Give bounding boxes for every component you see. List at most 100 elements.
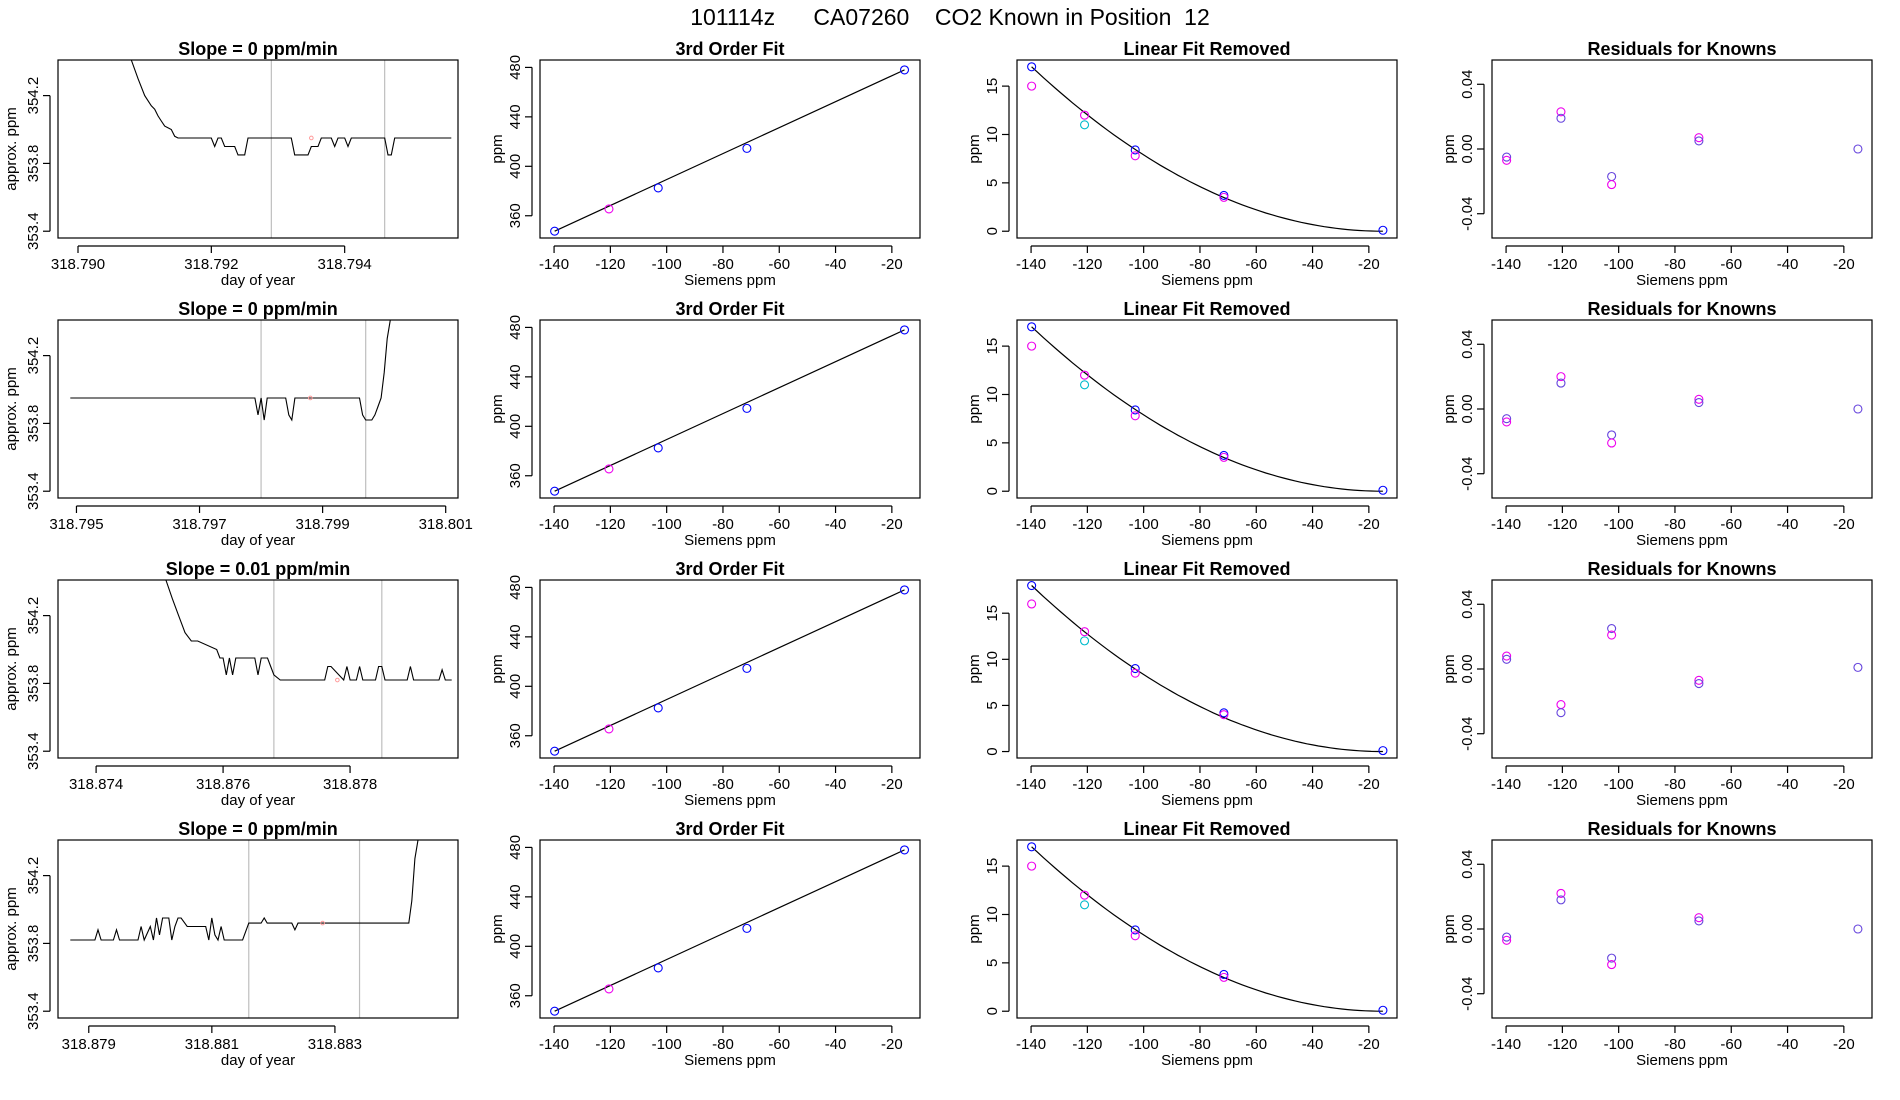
data-point-4	[1080, 120, 1090, 130]
x-tick-label: -100	[1129, 256, 1159, 273]
fit-curve	[1031, 585, 1383, 753]
y-tick-label: 480	[507, 575, 524, 600]
data-point-7	[1219, 450, 1229, 460]
plot-frame	[539, 839, 921, 1019]
y-tick-label: 360	[507, 203, 524, 228]
y-tick-label: 354.2	[25, 597, 42, 635]
y-tick-label: 480	[507, 55, 524, 80]
data-point-7	[1219, 708, 1229, 718]
x-tick-label: 318.790	[51, 256, 105, 273]
mean-marker	[309, 135, 314, 141]
data-point-1	[1027, 580, 1037, 591]
data-point-3	[1080, 890, 1090, 900]
y-axis-label: ppm	[489, 914, 506, 943]
fit-curve	[1031, 326, 1383, 492]
plot-frame	[1491, 839, 1873, 1019]
data-point-6	[1607, 630, 1617, 640]
x-tick-label: -120	[595, 1036, 625, 1053]
y-tick-label: 10	[984, 386, 1001, 403]
x-axis-label: Siemens ppm	[1636, 1052, 1728, 1069]
y-axis-label: ppm	[1441, 394, 1458, 423]
panel-title: 3rd Order Fit	[675, 299, 784, 319]
plot-frame	[1016, 319, 1398, 499]
data-point-3	[1080, 110, 1090, 120]
x-tick-label: -100	[1129, 776, 1159, 793]
ppm-trace	[70, 320, 391, 422]
panel-title: 3rd Order Fit	[675, 39, 784, 59]
y-tick-label: 5	[984, 439, 1001, 447]
y-axis-label: ppm	[966, 394, 983, 423]
y-axis-label: ppm	[966, 134, 983, 163]
panel-title: Linear Fit Removed	[1123, 819, 1290, 839]
x-tick-label: -40	[1777, 1036, 1799, 1053]
y-axis-label: ppm	[1441, 914, 1458, 943]
x-tick-label: -20	[1833, 776, 1855, 793]
data-point-7	[1694, 394, 1704, 404]
x-tick-label: -140	[1016, 1036, 1046, 1053]
data-point-5	[1130, 663, 1140, 674]
data-point-1	[550, 746, 560, 756]
data-point-8	[1219, 192, 1229, 202]
x-tick-label: -100	[1129, 1036, 1159, 1053]
y-tick-label: -0.04	[1459, 977, 1476, 1011]
data-point-1	[1502, 932, 1512, 942]
plot-frame	[1016, 579, 1398, 759]
data-point-7	[1694, 913, 1704, 923]
y-tick-label: 0	[984, 227, 1001, 235]
x-axis-label: day of year	[221, 1052, 295, 1069]
data-point-8	[1219, 972, 1229, 982]
x-tick-label: -40	[825, 776, 847, 793]
x-tick-label: 318.799	[295, 516, 349, 533]
data-point-1	[550, 226, 560, 236]
x-tick-label: -60	[1720, 256, 1742, 273]
x-tick-label: 318.874	[69, 776, 123, 793]
x-tick-label: -80	[712, 516, 734, 533]
x-tick-label: -20	[881, 1036, 903, 1053]
data-point-9	[1853, 144, 1863, 154]
y-tick-label: 10	[984, 651, 1001, 668]
panel-r1-slope: Slope = 0 ppm/min 318.790 318.792 318.794 da…	[3, 39, 459, 289]
y-tick-label: -0.04	[1459, 457, 1476, 491]
fit-curve	[1031, 846, 1383, 1012]
data-point-1	[550, 1006, 560, 1016]
fit-curve	[554, 849, 905, 1012]
data-point-6	[1130, 668, 1140, 678]
data-point-2	[1027, 81, 1037, 91]
y-tick-label: 354.2	[25, 337, 42, 375]
data-point-7	[1694, 133, 1704, 143]
x-tick-label: -140	[1491, 256, 1521, 273]
y-tick-label: 0.04	[1459, 590, 1476, 619]
x-axis-label: day of year	[221, 272, 295, 289]
plot-frame	[57, 319, 459, 499]
x-tick-label: -20	[881, 256, 903, 273]
x-tick-label: -20	[1833, 256, 1855, 273]
data-point-2	[604, 724, 614, 734]
x-tick-label: -100	[1129, 516, 1159, 533]
data-point-2	[1027, 599, 1037, 609]
x-tick-label: -140	[1016, 516, 1046, 533]
fit-curve	[554, 329, 905, 492]
data-point-9	[1378, 746, 1388, 756]
x-tick-label: -140	[1491, 776, 1521, 793]
data-point-6	[1607, 180, 1617, 190]
panel-r1-fit: 3rd Order Fit -140 -120 -100 -80 -60 -40 -20 Sie…	[489, 39, 921, 289]
panel-r2-fit: 3rd Order Fit -140 -120 -100 -80 -60 -40 -20 Sie…	[489, 299, 921, 549]
x-tick-label: -120	[1072, 516, 1102, 533]
panel-title: 3rd Order Fit	[675, 559, 784, 579]
x-tick-label: 318.795	[49, 516, 103, 533]
x-tick-label: -120	[1547, 516, 1577, 533]
data-point-2	[1502, 935, 1512, 945]
panel-title: Slope = 0.01 ppm/min	[166, 559, 351, 579]
x-tick-label: -20	[1358, 256, 1380, 273]
data-point-6	[1607, 438, 1617, 448]
x-tick-label: 318.879	[62, 1036, 116, 1053]
x-tick-label: -40	[825, 256, 847, 273]
plot-frame	[539, 59, 921, 239]
panel-title: Linear Fit Removed	[1123, 299, 1290, 319]
x-tick-label: 318.794	[318, 256, 372, 273]
data-point-9	[1853, 662, 1863, 672]
x-tick-label: -100	[1604, 256, 1634, 273]
panel-r4-fit: 3rd Order Fit -140 -120 -100 -80 -60 -40 -20 Sie…	[489, 819, 921, 1069]
y-tick-label: 0.00	[1459, 134, 1476, 163]
x-tick-label: -20	[1833, 516, 1855, 533]
